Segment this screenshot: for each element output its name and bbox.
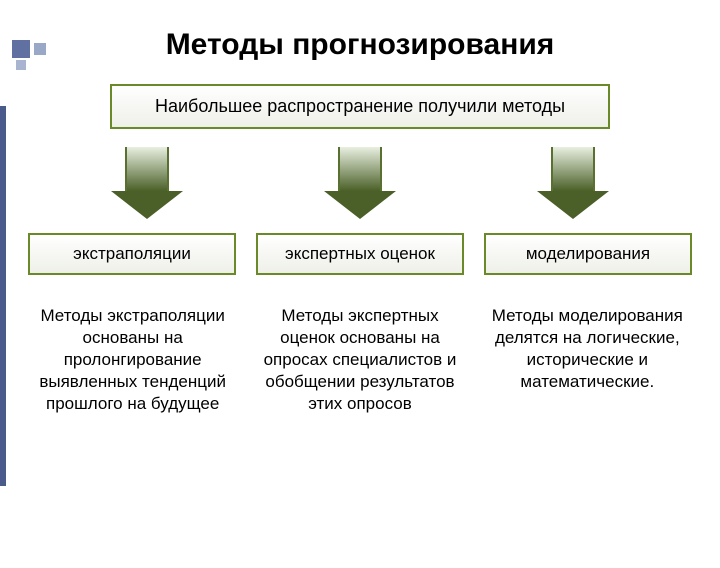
header-callout-box: Наибольшее распространение получили мето… [110,84,610,129]
arrow-shaft [551,147,595,191]
deco-square [16,60,26,70]
arrow-head [324,191,396,219]
arrow-shaft [338,147,382,191]
arrow-down-icon [112,147,182,219]
arrows-row [40,147,680,219]
arrow-down-icon [325,147,395,219]
descriptions-row: Методы экстраполяции основаны на пролонг… [28,305,692,415]
arrow-head [111,191,183,219]
method-label: экстраполяции [73,244,191,263]
method-description: Методы экстраполяции основаны на пролонг… [28,305,237,415]
method-label: экспертных оценок [285,244,435,263]
deco-square [34,43,46,55]
method-box: моделирования [484,233,692,275]
slide-title: Методы прогнозирования [0,28,720,62]
deco-square [12,40,30,58]
arrow-down-icon [538,147,608,219]
header-callout-text: Наибольшее распространение получили мето… [155,96,565,116]
method-label: моделирования [526,244,650,263]
method-box: экстраполяции [28,233,236,275]
arrow-head [537,191,609,219]
method-boxes-row: экстраполяции экспертных оценок моделиро… [28,233,692,275]
method-box: экспертных оценок [256,233,464,275]
arrow-shaft [125,147,169,191]
method-description: Методы экспертных оценок основаны на опр… [255,305,464,415]
side-accent-bar [0,106,6,486]
method-description: Методы моделирования делятся на логическ… [483,305,692,415]
